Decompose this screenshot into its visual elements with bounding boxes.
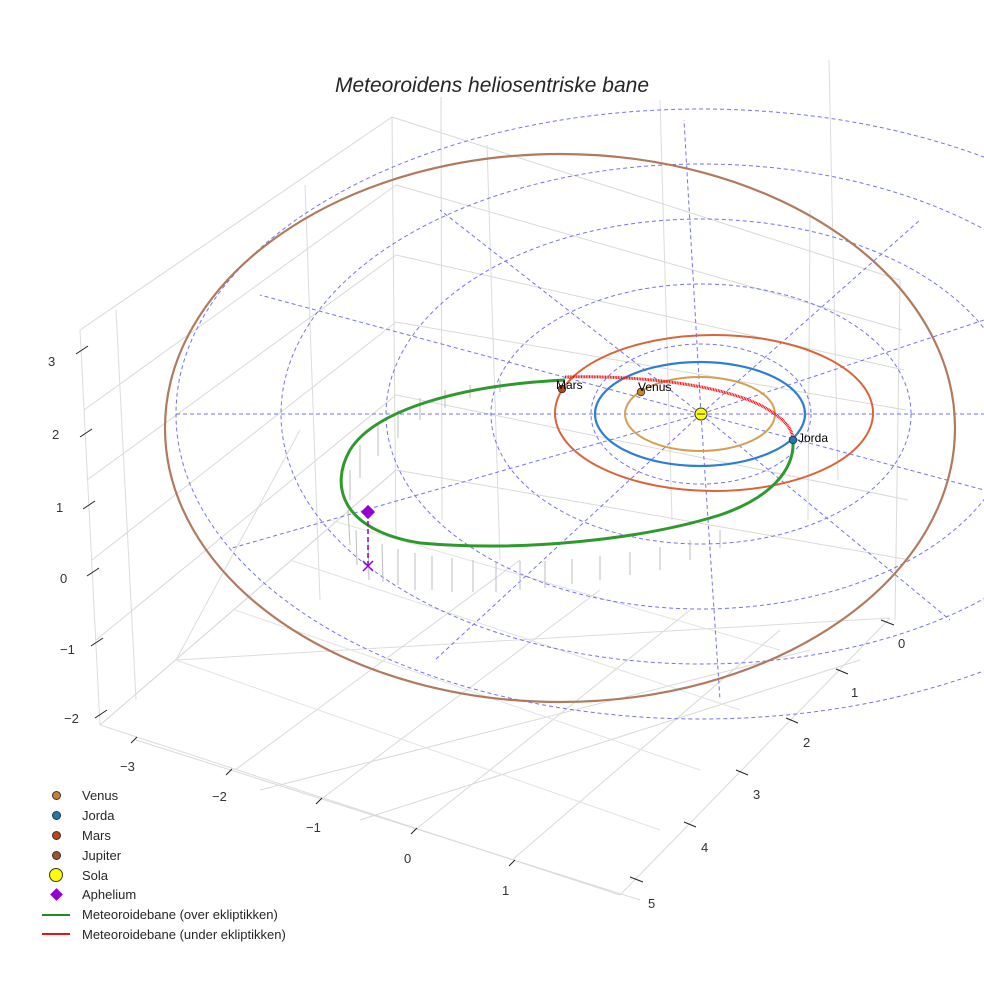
aphelion-projection-marker-icon	[362, 560, 374, 572]
mars-marker-icon	[557, 384, 567, 394]
svg-text:1: 1	[851, 685, 858, 700]
ecliptic-grid	[175, 108, 984, 720]
legend-label: Aphelium	[82, 887, 137, 903]
diamond-icon	[49, 888, 63, 902]
red-line-icon	[42, 933, 70, 936]
svg-text:5: 5	[648, 896, 655, 911]
svg-text:1: 1	[502, 883, 509, 898]
legend-label: Sola	[82, 867, 109, 883]
svg-text:0: 0	[898, 636, 905, 651]
chart-title: Meteoroidens heliosentriske bane	[334, 74, 650, 97]
y-axis-tick-labels: 0 1 2 3 4 5	[648, 636, 905, 911]
axes-grid	[79, 59, 911, 901]
svg-text:−2: −2	[212, 789, 227, 804]
legend-label: Meteoroidebane (under ekliptikken)	[82, 926, 286, 942]
venus-dot-icon	[51, 791, 61, 801]
legend-item-jorda: Jorda	[38, 806, 286, 826]
mars-label: Mars	[556, 378, 583, 392]
jupiter-orbit	[163, 152, 957, 704]
sun-dot-icon	[49, 868, 63, 883]
mars-dot-icon	[51, 830, 61, 840]
jorda-marker-icon	[788, 435, 798, 445]
drop-lines	[347, 380, 721, 592]
green-line-icon	[42, 913, 70, 916]
z-axis-tick-labels: 3 2 1 0 −1 −2	[48, 354, 79, 726]
legend-item-orbit-below: Meteoroidebane (under ekliptikken)	[38, 925, 286, 945]
legend-label: Jorda	[82, 808, 115, 824]
legend-item-aphelium: Aphelium	[38, 885, 286, 905]
axis-ticks	[75, 345, 895, 883]
svg-text:0: 0	[60, 571, 67, 586]
legend-item-venus: Venus	[38, 786, 286, 806]
svg-text:4: 4	[701, 840, 708, 855]
svg-text:−2: −2	[64, 711, 79, 726]
svg-text:3: 3	[48, 354, 55, 369]
svg-text:1: 1	[56, 500, 63, 515]
legend-item-jupiter: Jupiter	[38, 845, 286, 865]
jorda-dot-icon	[51, 811, 61, 821]
x-axis-tick-labels: −3 −2 −1 0 1	[120, 759, 509, 898]
svg-text:3: 3	[753, 787, 760, 802]
aphelion-marker-icon	[360, 504, 376, 520]
svg-text:−1: −1	[306, 820, 321, 835]
venus-orbit	[624, 376, 776, 452]
meteoroid-orbit-below	[564, 375, 795, 441]
meteoroid-orbit-above	[339, 378, 795, 548]
jorda-orbit	[593, 360, 807, 468]
svg-text:2: 2	[52, 427, 59, 442]
legend-label: Venus	[82, 788, 119, 804]
legend-label: Mars	[82, 827, 111, 843]
legend-label: Jupiter	[82, 847, 122, 863]
svg-text:−3: −3	[120, 759, 135, 774]
venus-marker-icon	[636, 387, 646, 397]
venus-label: Venus	[638, 380, 671, 394]
legend-item-mars: Mars	[38, 826, 286, 846]
svg-text:2: 2	[803, 735, 810, 750]
legend-label: Meteoroidebane (over ekliptikken)	[82, 907, 278, 923]
svg-text:0: 0	[404, 851, 411, 866]
mars-orbit	[554, 334, 874, 492]
legend-item-orbit-above: Meteoroidebane (over ekliptikken)	[38, 905, 286, 925]
svg-text:−1: −1	[60, 642, 75, 657]
jorda-label: Jorda	[798, 431, 828, 445]
legend: Venus Jorda Mars Jupiter Sola Aphelium M…	[38, 786, 286, 944]
legend-item-sola: Sola	[38, 865, 286, 885]
jupiter-dot-icon	[51, 850, 61, 860]
